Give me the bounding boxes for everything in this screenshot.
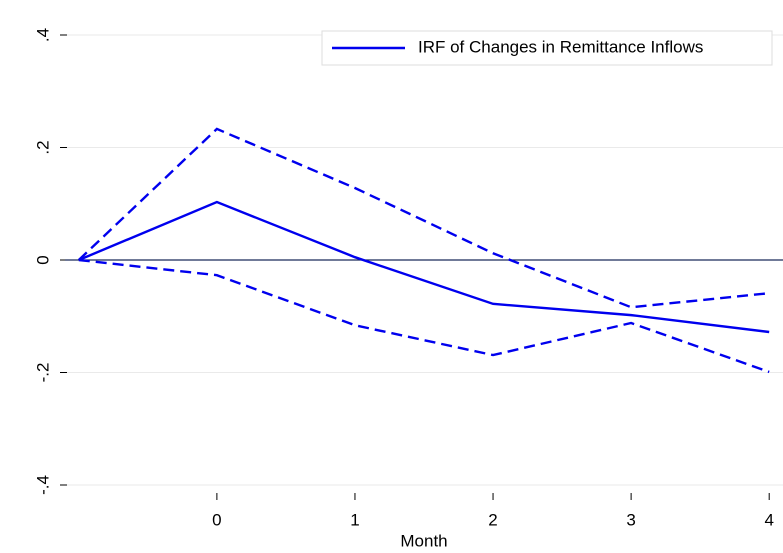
band-line — [78, 258, 770, 374]
series-line — [78, 200, 770, 334]
y-tick-label: 0 — [33, 255, 52, 264]
x-tick-label: 1 — [350, 510, 359, 529]
x-tick-label: 0 — [212, 510, 221, 529]
x-tick-label: 3 — [626, 510, 635, 529]
legend-box — [321, 30, 773, 66]
y-tick-label: .4 — [33, 28, 52, 42]
y-tick-label: .2 — [33, 140, 52, 154]
x-tick-label: 4 — [764, 510, 773, 529]
x-tick-label: 2 — [488, 510, 497, 529]
band-line — [77, 127, 770, 309]
x-axis-label: Month — [400, 531, 447, 550]
y-tick-label: -.2 — [33, 363, 52, 383]
y-tick-label: -.4 — [33, 475, 52, 495]
legend-label: IRF of Changes in Remittance Inflows — [418, 37, 703, 56]
